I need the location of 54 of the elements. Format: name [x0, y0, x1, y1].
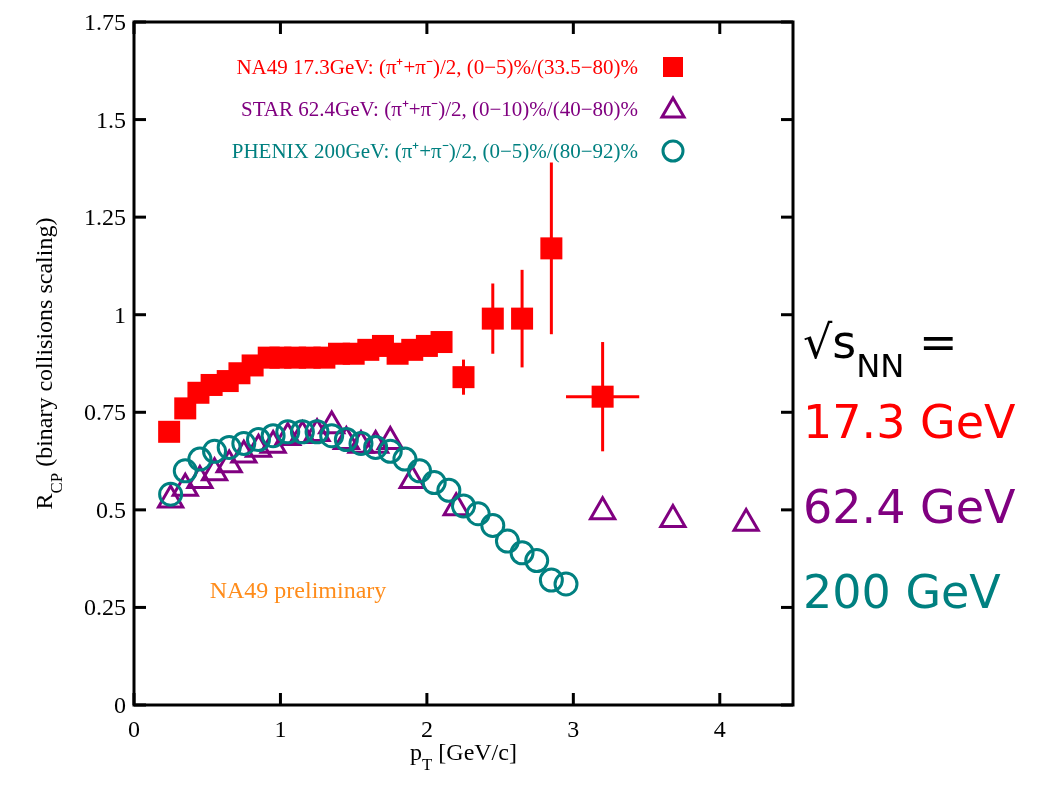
annotation: NA49 preliminary	[209, 577, 387, 603]
point	[407, 458, 433, 484]
point	[430, 331, 453, 354]
point	[245, 427, 271, 453]
point	[319, 423, 345, 449]
text: √s$_{NN}$ =	[803, 315, 958, 385]
point	[589, 496, 617, 521]
point	[377, 438, 403, 464]
y-tick-label: 0.5	[96, 496, 126, 523]
text: 17.3 GeV	[803, 395, 1016, 449]
text: 200 GeV	[803, 565, 1002, 619]
point	[392, 446, 418, 472]
point	[216, 434, 242, 460]
x-axis-title: p$_{T}$ [GeV/c]	[410, 739, 517, 774]
x-tick-label: 2	[420, 716, 433, 742]
point	[553, 571, 579, 597]
point	[511, 307, 534, 330]
point	[732, 507, 760, 532]
x-tick-label: 4	[713, 716, 726, 742]
point	[231, 431, 257, 457]
point	[187, 446, 213, 472]
point	[260, 423, 286, 449]
point	[172, 458, 198, 484]
point	[591, 385, 614, 408]
point	[451, 493, 476, 519]
point	[363, 434, 389, 460]
point	[421, 470, 447, 496]
point	[481, 307, 504, 330]
point	[659, 504, 687, 528]
text: 62.4 GeV	[803, 480, 1016, 534]
y-tick-label: 0.25	[84, 594, 126, 621]
y-tick-label: 1.75	[84, 9, 126, 35]
legend-label: STAR 62.4GeV: (π⁺+π⁻)/2, (0−10)%/(40−80)%	[240, 97, 638, 121]
point	[215, 449, 243, 474]
point	[538, 567, 564, 593]
point	[509, 540, 535, 566]
point	[480, 512, 506, 538]
point	[494, 528, 520, 554]
legend-label: PHENIX 200GeV: (π⁺+π⁻)/2, (0−5)%/(80−92)%	[231, 139, 638, 163]
y-tick-label: 1.5	[96, 106, 126, 133]
y-tick-label: 1	[114, 301, 126, 328]
y-tick-label: 1.25	[84, 204, 126, 231]
point	[436, 477, 462, 503]
legend-label: NA49 17.3GeV: (π⁺+π⁻)/2, (0−5)%/(33.5−80)%	[236, 55, 638, 79]
point	[452, 366, 475, 389]
point	[465, 501, 491, 527]
point	[524, 548, 550, 574]
x-tick-label: 3	[567, 716, 580, 742]
y-tick-label: 0.75	[84, 399, 126, 426]
x-tick-label: 1	[274, 716, 287, 742]
y-tick-label: 0	[114, 692, 126, 718]
point	[158, 420, 181, 443]
point	[540, 237, 563, 260]
point	[202, 438, 228, 464]
